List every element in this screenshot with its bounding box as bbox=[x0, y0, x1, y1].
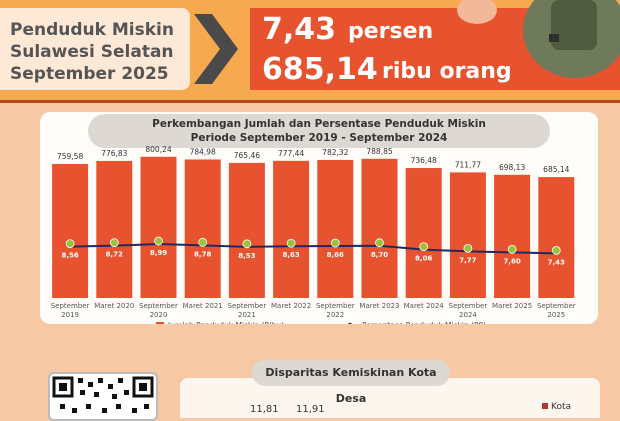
chevron-right-icon bbox=[194, 14, 238, 84]
percent-unit: persen bbox=[348, 19, 434, 44]
point-value-label: 7,60 bbox=[503, 257, 520, 265]
person-illustration-icon bbox=[457, 0, 620, 78]
bar-value-label: 777,44 bbox=[278, 149, 304, 158]
point-value-label: 8,63 bbox=[282, 251, 299, 259]
bar bbox=[184, 159, 221, 298]
point-marker bbox=[109, 238, 119, 248]
bar-value-label: 759,58 bbox=[57, 152, 83, 161]
category-label: September bbox=[537, 302, 576, 310]
disparity-legend: Kota bbox=[542, 402, 571, 412]
point-marker bbox=[551, 246, 561, 255]
percent-line bbox=[70, 243, 557, 255]
title-line-2: Sulawesi Selatan bbox=[10, 42, 174, 62]
category-label: 2019 bbox=[61, 311, 79, 319]
point-value-label: 8,99 bbox=[150, 249, 167, 257]
legend-swatch-bars bbox=[156, 322, 164, 324]
category-label: September bbox=[51, 302, 90, 310]
title-line-3: September 2025 bbox=[10, 64, 169, 84]
chart-subtitle: Periode September 2019 - September 2024 bbox=[190, 132, 448, 144]
point-marker bbox=[286, 238, 296, 248]
category-label: Maret 2023 bbox=[359, 302, 399, 310]
point-marker bbox=[463, 243, 473, 253]
point-marker bbox=[242, 239, 252, 249]
qr-code bbox=[48, 372, 158, 421]
bar bbox=[273, 160, 310, 298]
point-marker bbox=[330, 238, 340, 248]
bar bbox=[52, 163, 89, 298]
category-label: Maret 2025 bbox=[492, 302, 532, 310]
point-value-label: 8,70 bbox=[371, 251, 388, 259]
disparity-value-1: 11,81 bbox=[250, 404, 279, 415]
bar-value-label: 736,48 bbox=[411, 156, 437, 165]
bar-value-label: 788,85 bbox=[366, 147, 392, 156]
bar bbox=[405, 168, 442, 298]
category-label: September bbox=[139, 302, 178, 310]
bar-value-label: 800,24 bbox=[145, 145, 171, 154]
point-value-label: 8,66 bbox=[327, 251, 344, 259]
disparity-value-2: 11,91 bbox=[296, 404, 325, 415]
bar-value-label: 698,13 bbox=[499, 163, 525, 172]
disparity-title: Disparitas Kemiskinan Kota Desa bbox=[252, 360, 450, 405]
point-value-label: 8,78 bbox=[194, 250, 211, 258]
bar bbox=[494, 174, 531, 298]
category-label: Maret 2020 bbox=[94, 302, 134, 310]
bar-value-label: 784,98 bbox=[190, 147, 216, 156]
category-label: 2022 bbox=[326, 311, 344, 319]
bar-value-label: 782,32 bbox=[322, 148, 348, 157]
bar-value-label: 776,83 bbox=[101, 149, 127, 158]
bar bbox=[96, 160, 133, 298]
category-label: Maret 2021 bbox=[183, 302, 223, 310]
point-value-label: 8,53 bbox=[238, 252, 255, 260]
category-label: September bbox=[228, 302, 267, 310]
bar bbox=[538, 177, 575, 298]
point-value-label: 7,77 bbox=[459, 256, 476, 264]
point-value-label: 8,72 bbox=[106, 251, 123, 259]
legend-label-bars: Jumlah Penduduk Miskin (Ribu) bbox=[167, 321, 284, 324]
point-value-label: 8,06 bbox=[415, 255, 432, 263]
count-unit: ribu orang bbox=[382, 59, 512, 84]
chart-title: Perkembangan Jumlah dan Persentase Pendu… bbox=[152, 118, 486, 130]
legend-marker-line bbox=[348, 322, 352, 324]
point-marker bbox=[419, 242, 429, 252]
title-box: Penduduk Miskin Sulawesi Selatan Septemb… bbox=[0, 8, 190, 90]
title-line-1: Penduduk Miskin bbox=[10, 20, 174, 40]
legend-label-line: Persentase Penduduk Miskin (P0) bbox=[362, 321, 486, 324]
legend-swatch-kota bbox=[542, 403, 548, 409]
point-marker bbox=[154, 236, 163, 246]
bar-value-label: 685,14 bbox=[543, 165, 569, 174]
percent-value: 7,43 bbox=[262, 12, 337, 47]
header-banner: Penduduk Miskin Sulawesi Selatan Septemb… bbox=[0, 0, 620, 103]
point-marker bbox=[65, 239, 75, 249]
category-label: 2024 bbox=[459, 311, 477, 319]
category-label: September bbox=[316, 302, 355, 310]
category-label: 2025 bbox=[547, 311, 565, 319]
bar-value-label: 711,77 bbox=[455, 160, 481, 169]
chart-card: Perkembangan Jumlah dan Persentase Pendu… bbox=[40, 112, 598, 324]
legend-label-kota: Kota bbox=[551, 402, 572, 412]
bar bbox=[140, 156, 177, 298]
bar bbox=[228, 162, 265, 298]
category-label: September bbox=[449, 302, 488, 310]
bar bbox=[449, 172, 486, 298]
chart-title-pill: Perkembangan Jumlah dan Persentase Pendu… bbox=[88, 114, 550, 148]
point-value-label: 8,56 bbox=[61, 252, 78, 260]
bar bbox=[317, 159, 354, 298]
bar bbox=[361, 158, 398, 298]
point-value-label: 7,43 bbox=[548, 258, 565, 266]
category-label: Maret 2022 bbox=[271, 302, 311, 310]
category-label: 2020 bbox=[150, 311, 168, 319]
count-value: 685,14 bbox=[262, 52, 378, 87]
point-marker bbox=[507, 244, 517, 254]
bar-value-label: 765,46 bbox=[234, 151, 260, 160]
point-marker bbox=[198, 237, 208, 247]
category-label: Maret 2024 bbox=[404, 302, 445, 310]
category-label: 2021 bbox=[238, 311, 256, 319]
point-marker bbox=[375, 238, 384, 248]
